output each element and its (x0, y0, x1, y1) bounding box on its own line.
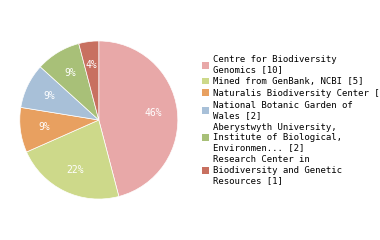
Wedge shape (40, 43, 99, 120)
Legend: Centre for Biodiversity
Genomics [10], Mined from GenBank, NCBI [5], Naturalis B: Centre for Biodiversity Genomics [10], M… (202, 55, 380, 185)
Wedge shape (79, 41, 99, 120)
Text: 9%: 9% (64, 68, 76, 78)
Text: 22%: 22% (66, 165, 84, 175)
Text: 46%: 46% (145, 108, 163, 118)
Text: 4%: 4% (86, 60, 98, 70)
Wedge shape (99, 41, 178, 197)
Wedge shape (21, 67, 99, 120)
Text: 9%: 9% (38, 122, 50, 132)
Text: 9%: 9% (43, 91, 55, 101)
Wedge shape (20, 107, 99, 152)
Wedge shape (27, 120, 119, 199)
